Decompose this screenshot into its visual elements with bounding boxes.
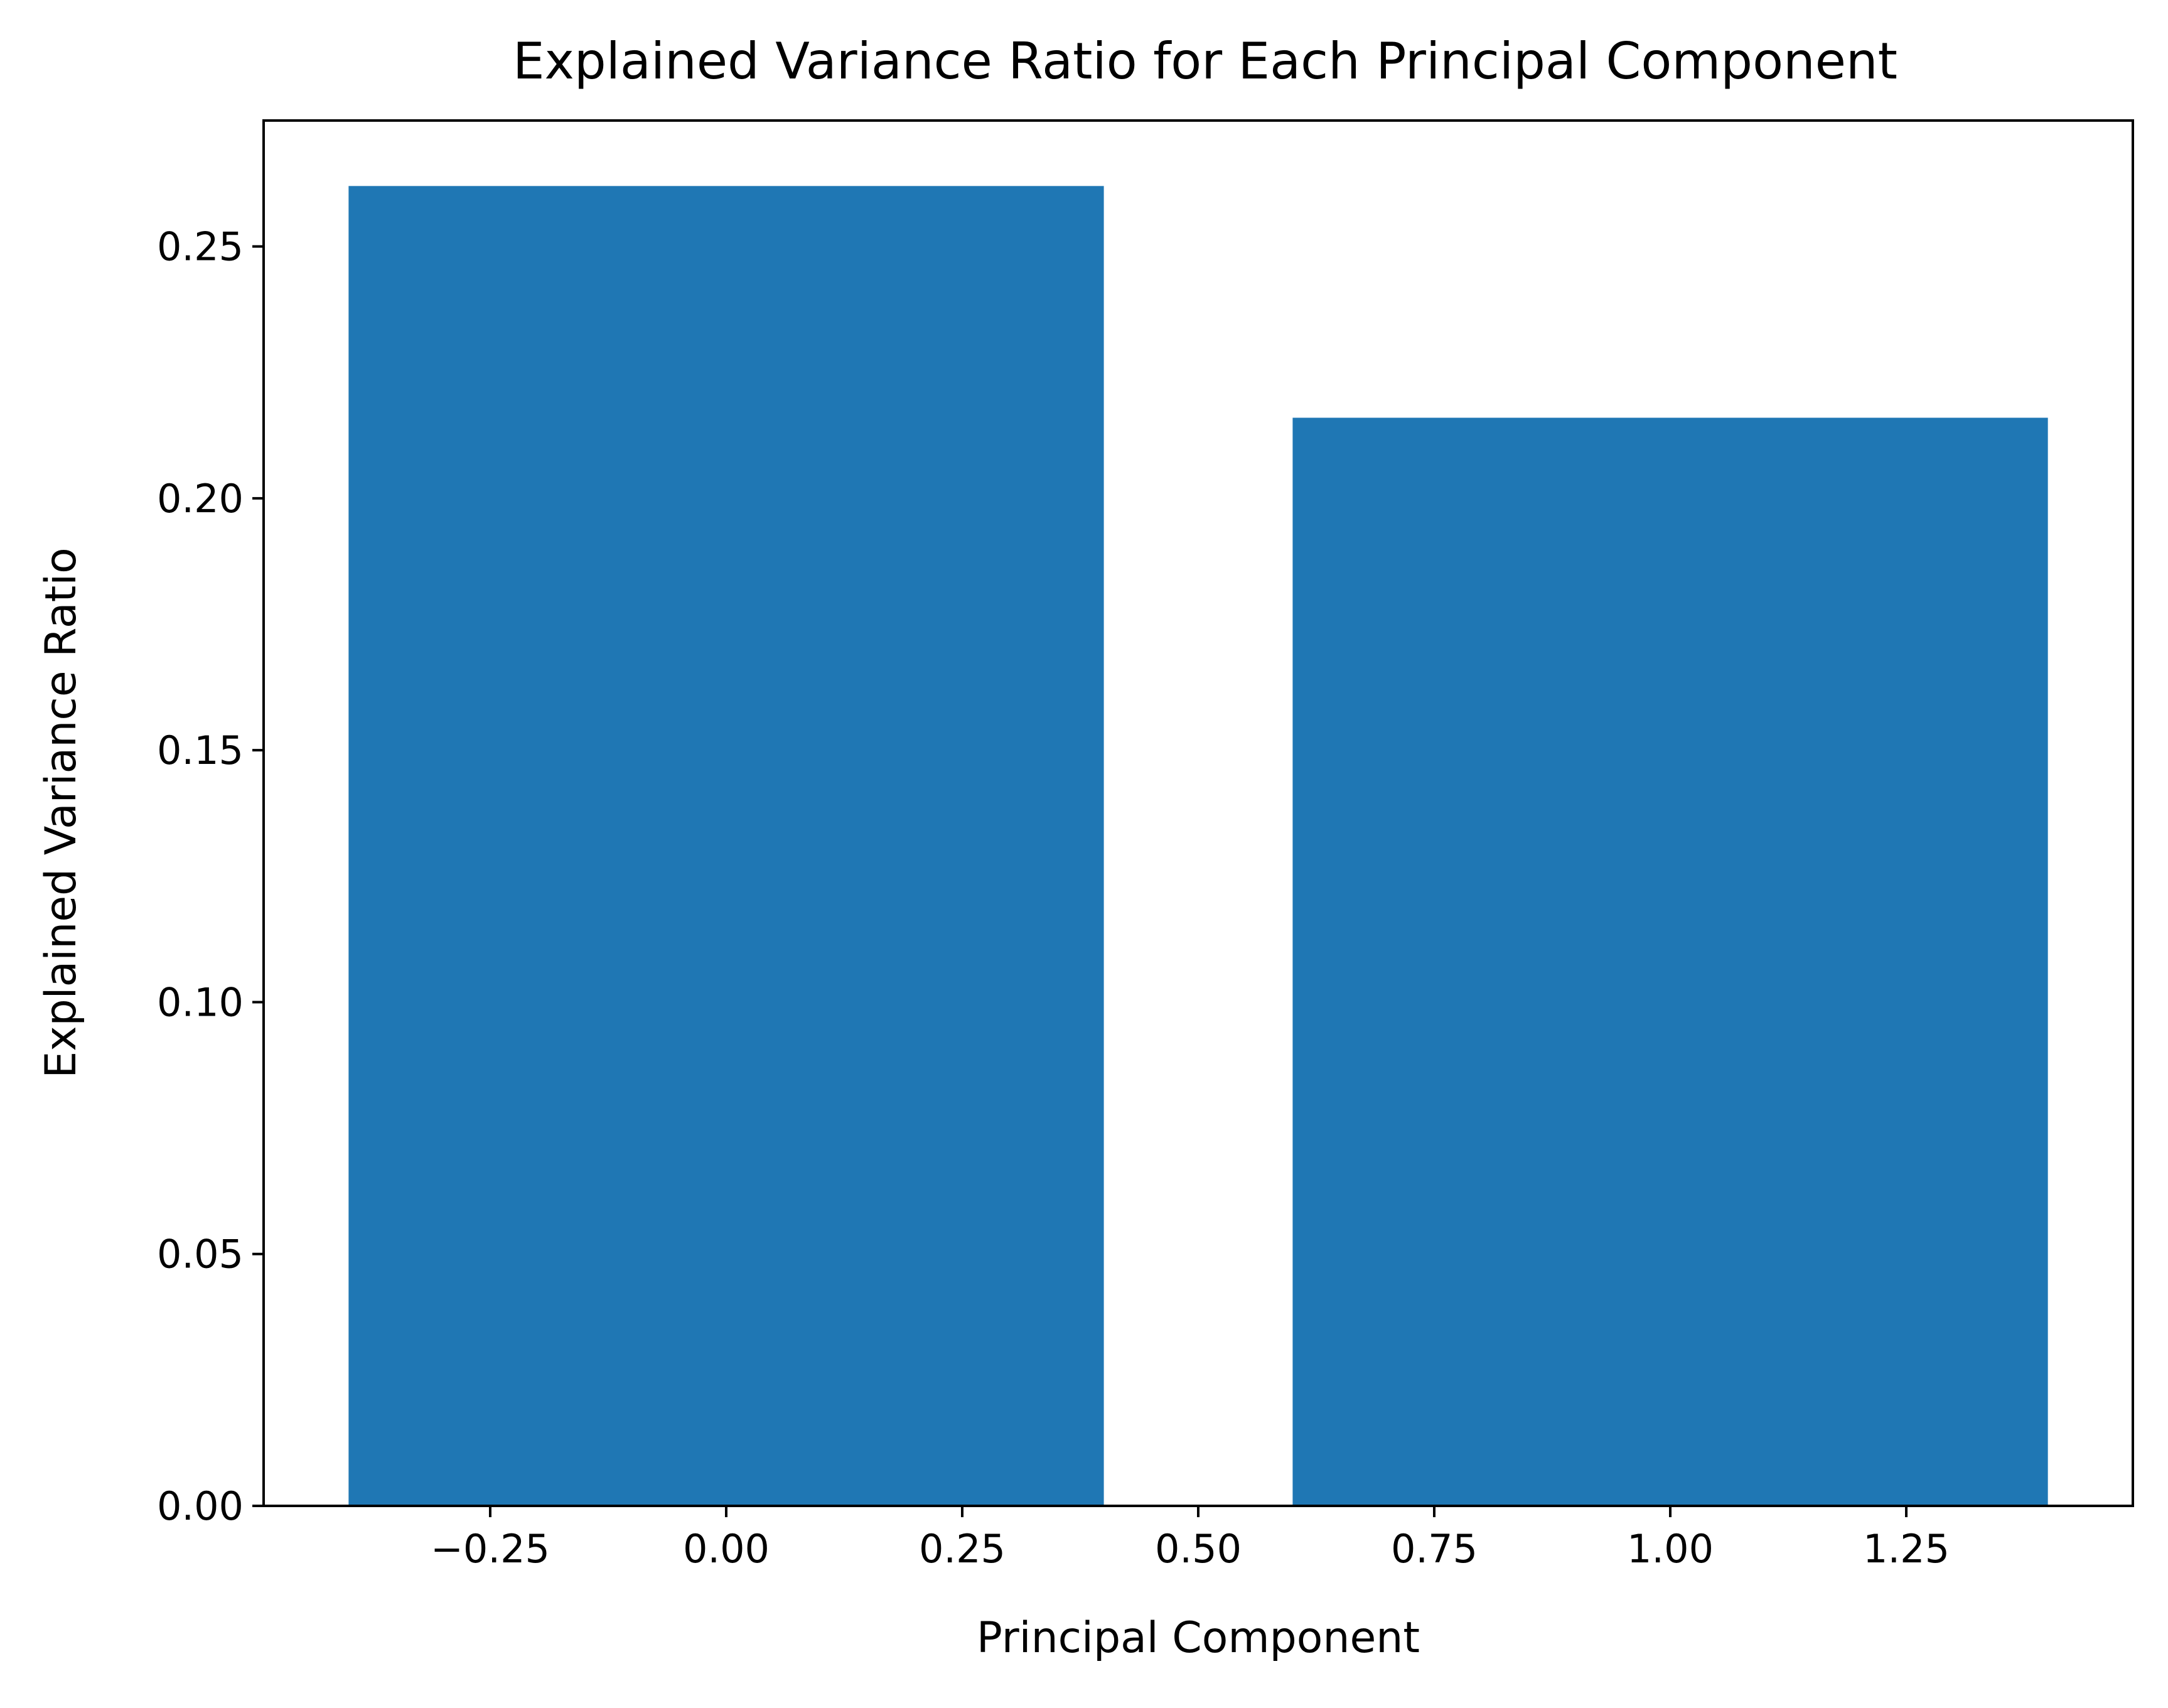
y-tick-label: 0.25 <box>157 224 244 270</box>
chart-title: Explained Variance Ratio for Each Princi… <box>513 32 1897 90</box>
x-tick-label: 0.75 <box>1391 1526 1478 1572</box>
bar-1 <box>1292 417 2048 1506</box>
y-tick-label: 0.20 <box>157 476 244 522</box>
x-tick-label: 1.25 <box>1863 1526 1950 1572</box>
x-tick-label: 0.25 <box>919 1526 1006 1572</box>
x-tick-label: 0.00 <box>683 1526 770 1572</box>
y-tick-label: 0.10 <box>157 979 244 1025</box>
y-tick-label: 0.15 <box>157 728 244 773</box>
y-axis-ticks: 0.00 0.05 0.10 0.15 0.20 0.25 <box>157 224 264 1529</box>
plot-area <box>348 186 2048 1507</box>
x-axis-label: Principal Component <box>977 1613 1420 1663</box>
bar-0 <box>348 186 1104 1507</box>
y-tick-label: 0.00 <box>157 1483 244 1529</box>
x-axis-ticks: −0.25 0.00 0.25 0.50 0.75 1.00 1.25 <box>431 1506 1950 1572</box>
y-tick-label: 0.05 <box>157 1232 244 1277</box>
x-tick-label: 1.00 <box>1627 1526 1714 1572</box>
x-tick-label: 0.50 <box>1155 1526 1242 1572</box>
x-tick-label: −0.25 <box>431 1526 550 1572</box>
y-axis-label: Explained Variance Ratio <box>36 547 86 1078</box>
